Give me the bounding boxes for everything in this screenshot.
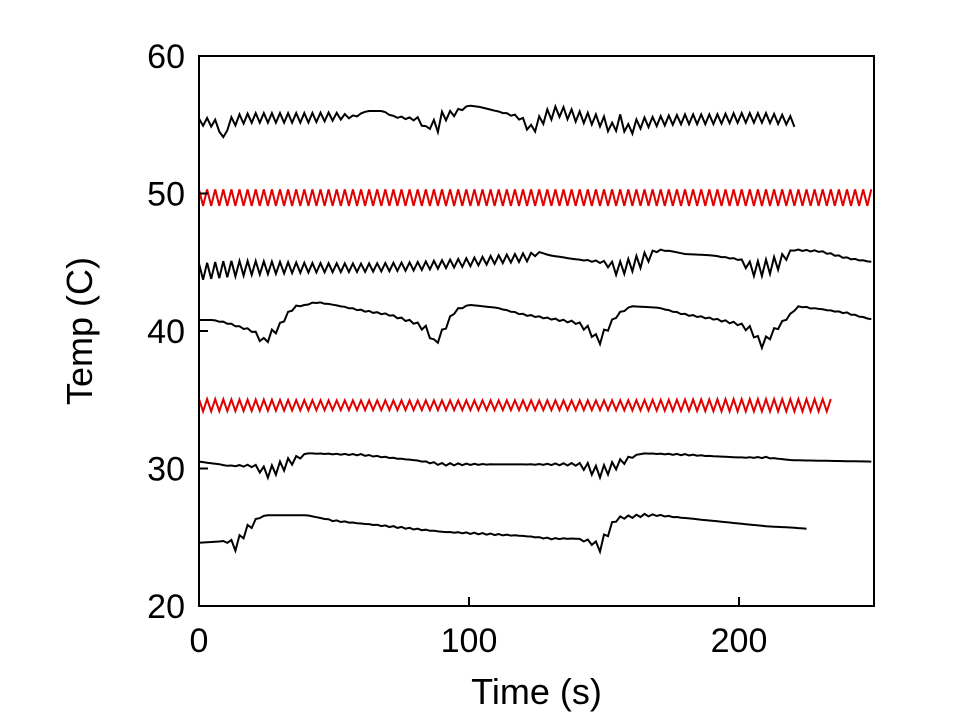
y-tick-label: 20 (147, 588, 185, 626)
series-line-6 (198, 452, 872, 481)
series-line-5 (198, 395, 832, 415)
series-line-3 (198, 248, 872, 281)
x-tick-label: 200 (711, 622, 768, 660)
series-line-2 (198, 189, 873, 207)
series-group (198, 103, 873, 556)
y-tick-label: 50 (147, 176, 185, 214)
series-line-7 (198, 512, 807, 556)
x-tick-label: 0 (190, 622, 209, 660)
x-tick-label: 100 (441, 622, 498, 660)
series-line-4 (199, 301, 872, 351)
y-tick-label: 40 (147, 313, 185, 351)
x-axis-title: Time (s) (471, 671, 602, 712)
y-tick-label: 60 (147, 38, 185, 76)
y-axis-title: Temp (C) (59, 257, 100, 405)
y-tick-label: 30 (147, 451, 185, 489)
series-line-1 (198, 103, 796, 139)
tick-group: 0 100 200 20 30 40 50 60 (147, 38, 767, 660)
